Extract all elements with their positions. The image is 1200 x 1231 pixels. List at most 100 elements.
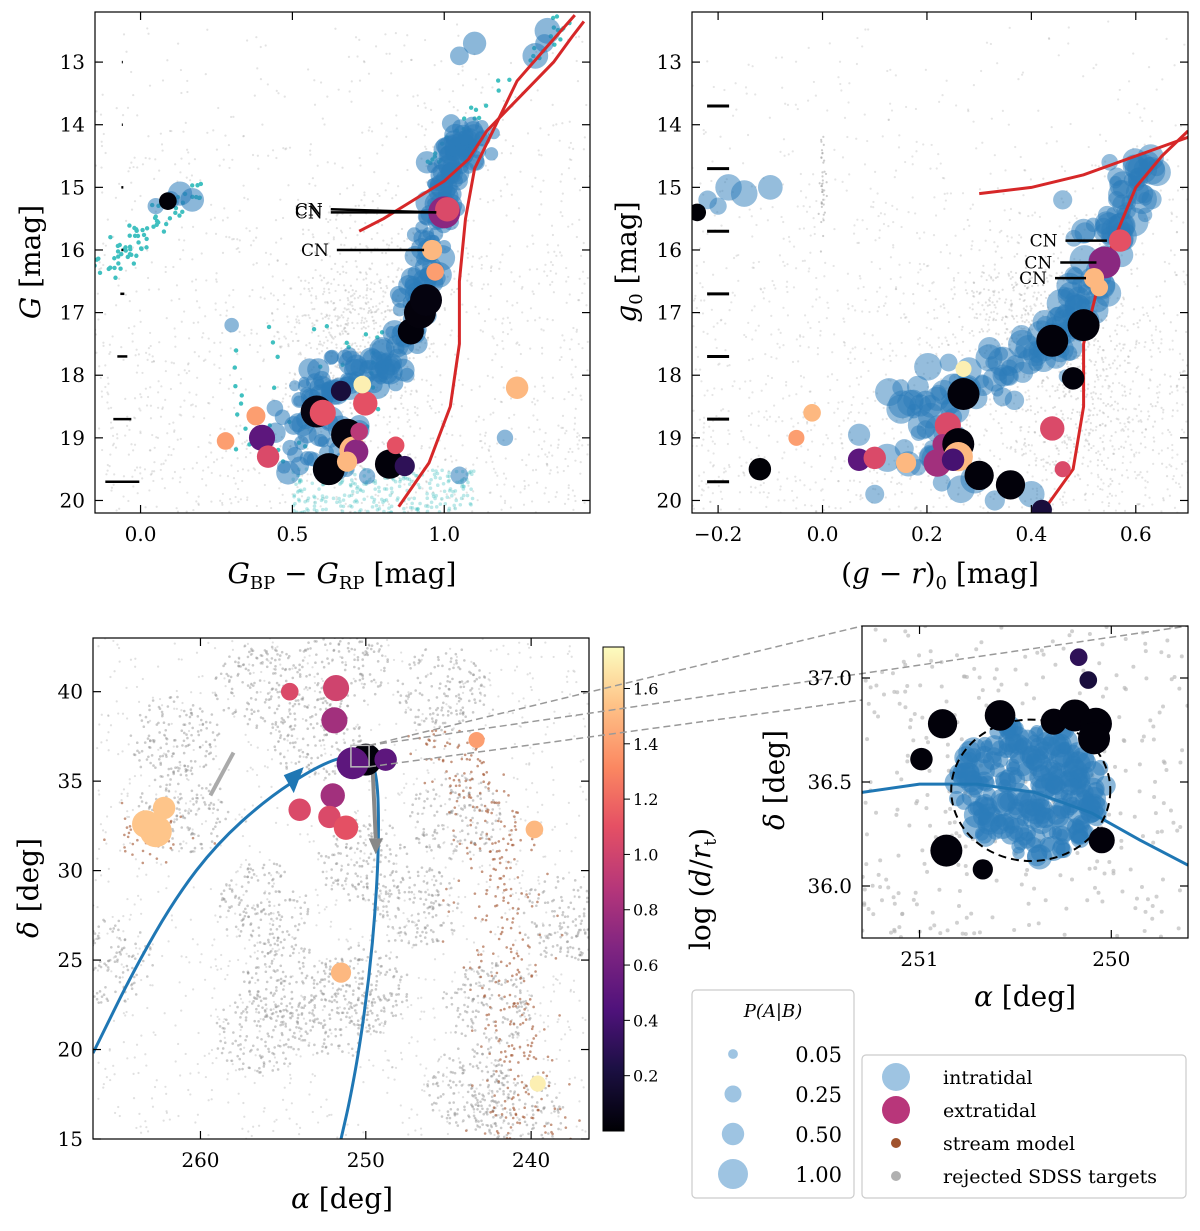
background-star — [122, 33, 126, 36]
background-star — [330, 335, 333, 338]
background-star — [1020, 425, 1023, 429]
background-star — [561, 426, 565, 429]
member-star — [233, 383, 238, 389]
background-star — [806, 430, 809, 433]
background-star — [255, 236, 258, 239]
member-star — [302, 487, 307, 492]
background-star — [97, 318, 100, 321]
background-star — [749, 485, 753, 489]
background-star — [1176, 189, 1180, 192]
background-star — [1170, 211, 1173, 214]
background-star — [909, 477, 912, 481]
background-star — [343, 326, 346, 329]
background-star — [166, 432, 169, 435]
background-star — [1057, 54, 1060, 57]
background-star — [128, 300, 131, 303]
background-star — [1101, 367, 1105, 371]
background-star — [1022, 194, 1025, 197]
background-star — [1121, 394, 1124, 397]
background-star — [1135, 341, 1138, 344]
background-star — [313, 323, 316, 327]
background-star — [821, 151, 824, 155]
background-star — [332, 236, 335, 239]
background-star — [1001, 109, 1004, 112]
background-star — [1168, 198, 1171, 201]
background-star — [491, 86, 494, 89]
member-star — [144, 245, 149, 250]
background-star — [387, 182, 390, 185]
background-star — [1048, 463, 1052, 466]
background-star — [1070, 411, 1074, 415]
member-star — [496, 88, 501, 93]
background-star — [808, 205, 811, 208]
background-star — [144, 506, 147, 509]
background-star — [544, 453, 547, 456]
background-star — [1115, 306, 1118, 309]
background-star — [366, 246, 369, 249]
background-star — [250, 328, 253, 331]
background-star — [1019, 293, 1022, 297]
background-star — [1134, 370, 1137, 374]
background-star — [209, 434, 212, 437]
background-star — [1182, 386, 1185, 389]
member-star — [338, 500, 342, 504]
background-star — [460, 405, 463, 408]
background-star — [822, 135, 825, 138]
background-star — [973, 316, 976, 319]
background-star — [1087, 443, 1091, 446]
background-star — [972, 295, 975, 298]
background-star — [1041, 379, 1045, 382]
background-star — [389, 396, 392, 399]
background-star — [139, 472, 142, 475]
background-star — [1008, 308, 1011, 311]
background-star — [733, 294, 736, 297]
background-star — [263, 483, 266, 487]
background-star — [316, 319, 319, 322]
member-star — [382, 498, 387, 503]
background-star — [698, 247, 702, 250]
background-star — [546, 274, 549, 277]
background-star — [947, 266, 950, 270]
background-star — [232, 477, 236, 480]
background-star — [813, 225, 816, 229]
background-star — [1170, 433, 1173, 437]
background-star — [867, 28, 870, 31]
member-star — [407, 482, 412, 487]
background-star — [798, 227, 801, 230]
background-star — [1032, 295, 1035, 298]
background-star — [532, 414, 535, 417]
background-star — [310, 301, 313, 304]
background-star — [1061, 501, 1064, 504]
background-star — [502, 99, 505, 102]
background-star — [1026, 408, 1029, 411]
background-star — [364, 327, 367, 330]
background-star — [127, 453, 130, 456]
background-star — [1140, 420, 1143, 423]
background-star — [794, 475, 797, 478]
background-star — [1143, 107, 1146, 110]
cmd-gaia-intratidal — [147, 17, 561, 485]
member-star — [190, 183, 195, 188]
background-star — [1121, 428, 1124, 431]
background-star — [360, 198, 363, 202]
background-star — [457, 72, 460, 76]
background-star — [702, 129, 705, 132]
background-star — [1089, 421, 1092, 425]
background-star — [365, 284, 369, 287]
background-star — [776, 440, 779, 443]
background-star — [828, 42, 831, 45]
background-star — [221, 456, 224, 460]
background-star — [440, 420, 443, 423]
background-star — [567, 493, 570, 496]
background-star — [1010, 446, 1013, 449]
member-star — [305, 507, 309, 511]
background-star — [379, 281, 382, 284]
background-star — [1182, 431, 1186, 434]
member-star — [395, 498, 400, 502]
background-star — [111, 426, 114, 429]
background-star — [1025, 398, 1028, 401]
background-star — [980, 69, 983, 73]
background-star — [720, 224, 723, 227]
background-star — [341, 265, 344, 268]
background-star — [750, 458, 753, 461]
